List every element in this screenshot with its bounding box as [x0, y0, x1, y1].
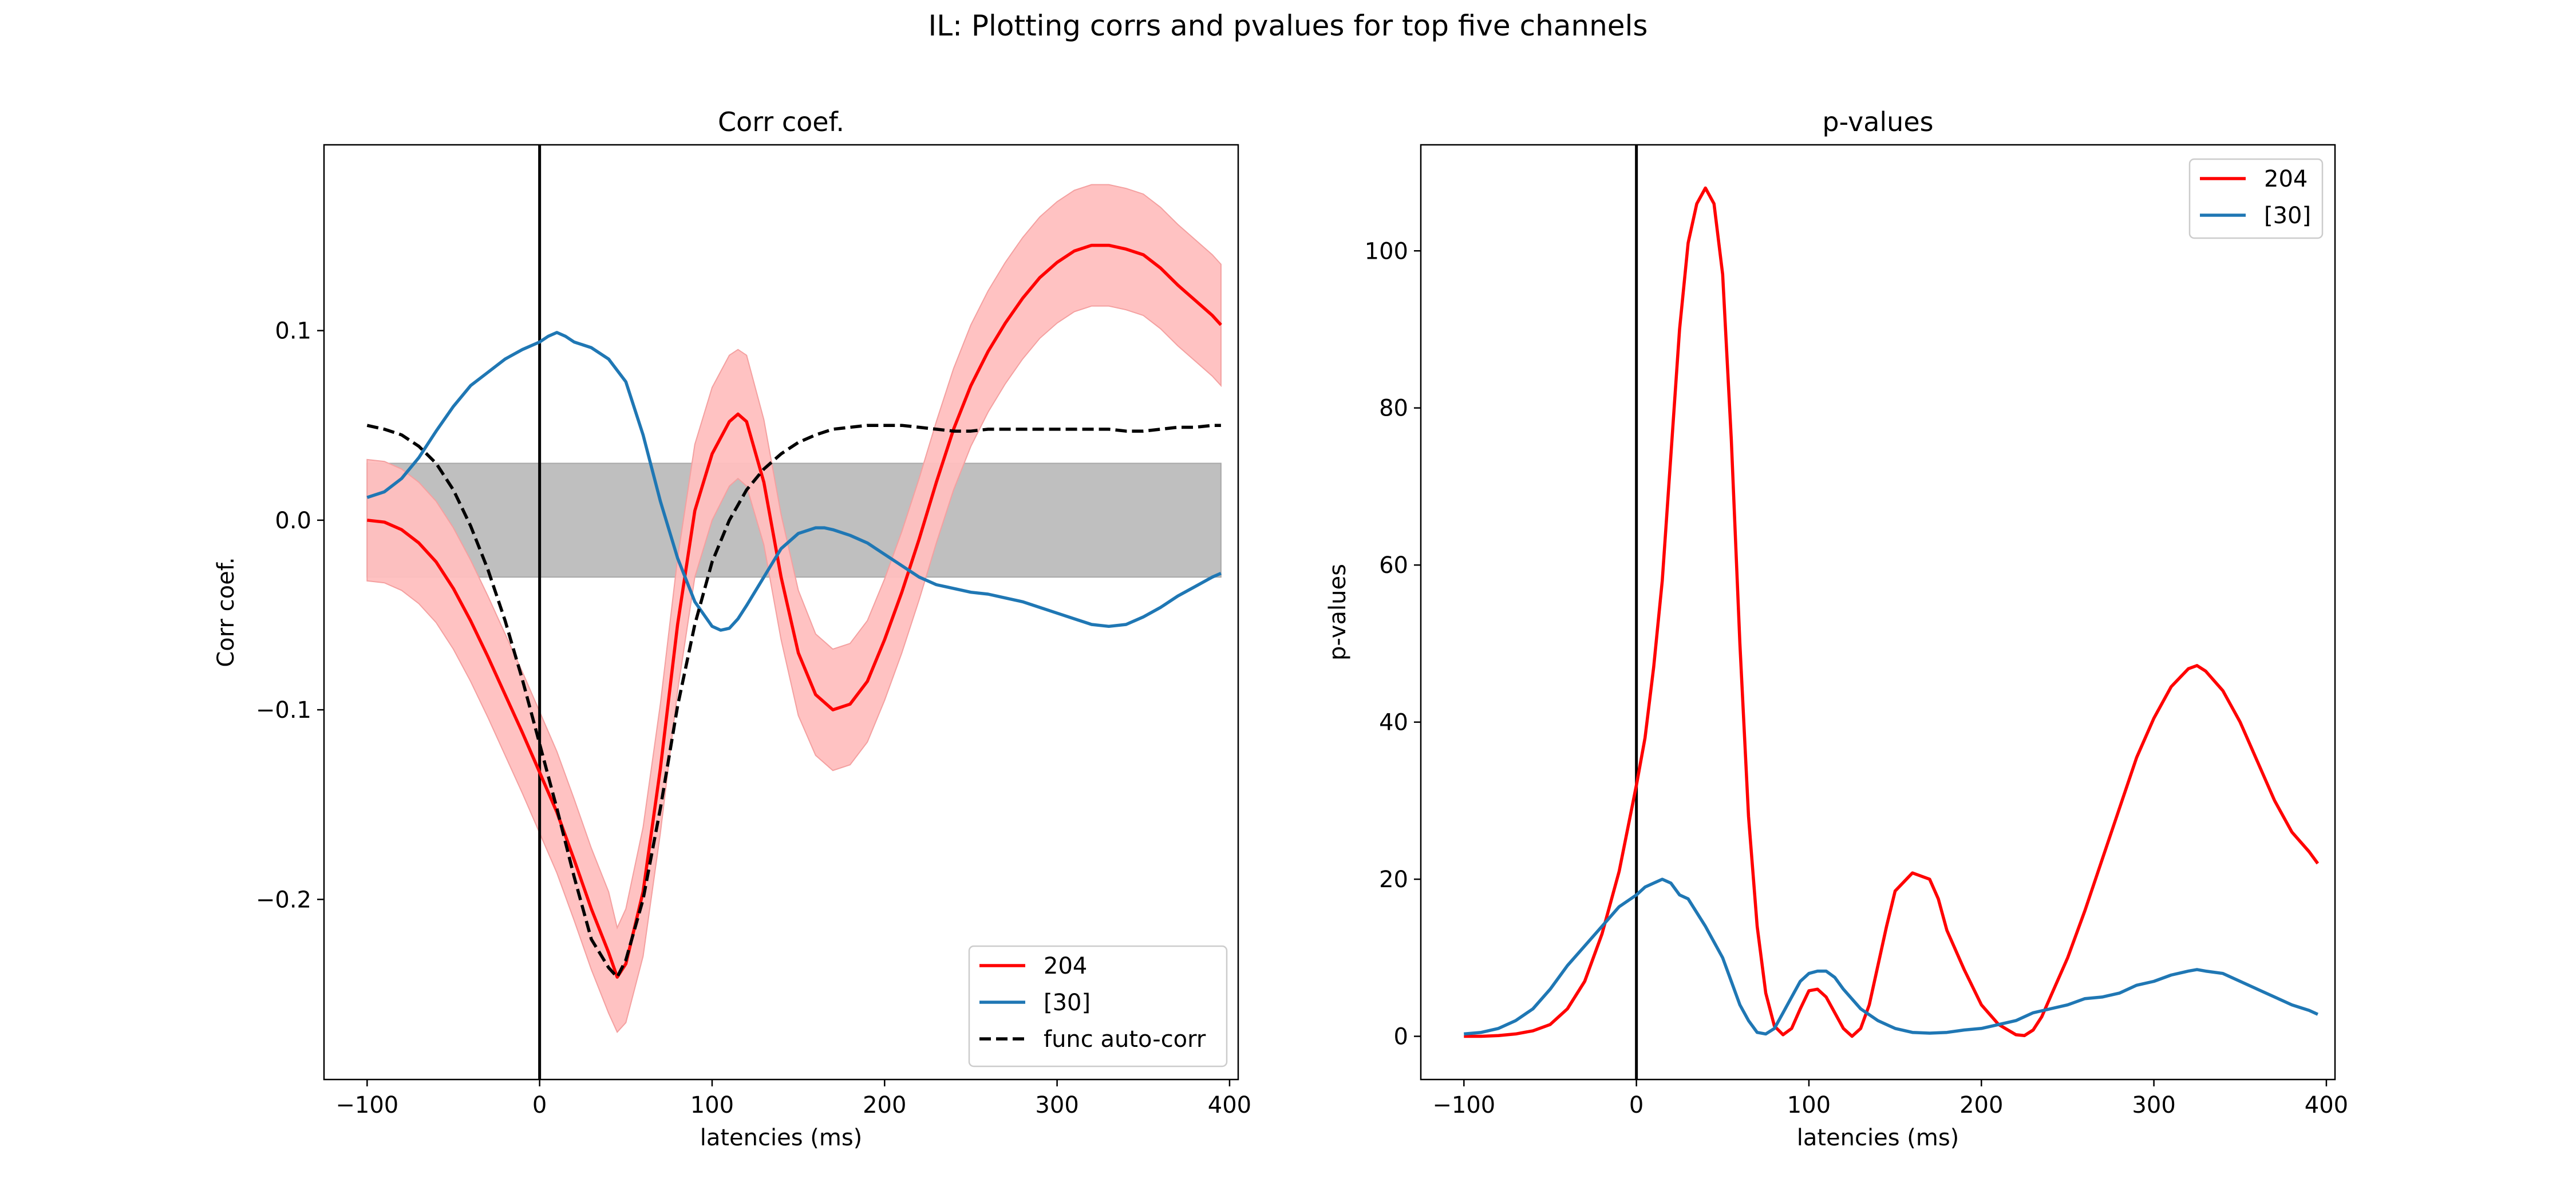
figure-suptitle: IL: Plotting corrs and pvalues for top f…	[929, 9, 1648, 42]
x-tick-label: 200	[863, 1092, 906, 1118]
y-tick-label: 20	[1379, 867, 1408, 893]
x-tick-label: 100	[1787, 1092, 1831, 1118]
axes-title: p-values	[1822, 106, 1933, 137]
legend-entry-label: func auto-corr	[1044, 1026, 1206, 1053]
axes-frame	[323, 144, 1239, 1081]
p-values-panel: −100 0 100 200 300 400 0 20 40 60 80 100 p-values lat…	[1325, 106, 2348, 1151]
plot-area	[1464, 145, 2320, 1080]
legend: 204 [30]	[2188, 158, 2324, 239]
y-tick-label: −0.1	[256, 697, 311, 723]
y-tick-label: −0.2	[256, 887, 311, 913]
y-tick-label: 80	[1379, 396, 1408, 422]
x-tick-label: 0	[1629, 1092, 1643, 1118]
x-axis-label: latencies (ms)	[700, 1125, 863, 1151]
series-line-204	[1464, 186, 2320, 1038]
y-tick-label: 0.0	[275, 508, 311, 534]
y-tick-label: 60	[1379, 552, 1408, 579]
legend-entry-label: 204	[2264, 166, 2308, 192]
x-tick-label: 0	[532, 1092, 547, 1118]
axes-title: Corr coef.	[718, 106, 844, 137]
plot-area	[366, 145, 1222, 1080]
x-tick-label: 100	[690, 1092, 734, 1118]
x-tick-label: 200	[1959, 1092, 2003, 1118]
series-line-30	[1464, 877, 2319, 1036]
x-tick-label: 400	[1208, 1092, 1251, 1118]
legend-entry-label: [30]	[2264, 203, 2311, 229]
x-tick-label: 300	[2132, 1092, 2175, 1118]
y-tick-label: 0	[1394, 1024, 1408, 1050]
legend: 204 [30] func auto-corr	[968, 945, 1228, 1067]
axes-frame	[1420, 144, 2336, 1081]
series-band-204	[366, 184, 1222, 1033]
series-line-204	[366, 243, 1222, 979]
x-tick-label: −100	[1432, 1092, 1495, 1118]
series-line-func-auto-corr	[366, 424, 1221, 979]
x-tick-label: 300	[1035, 1092, 1078, 1118]
legend-entry-label: 204	[1044, 953, 1087, 979]
y-tick-label: 100	[1365, 238, 1408, 264]
y-tick-label: 0.1	[275, 318, 311, 345]
series-line-30	[366, 331, 1222, 632]
x-tick-label: 400	[2305, 1092, 2348, 1118]
y-tick-label: 40	[1379, 710, 1408, 736]
null-distribution-band	[366, 462, 1222, 578]
legend-box	[968, 945, 1228, 1067]
y-axis-label: Corr coef.	[213, 557, 239, 667]
x-tick-label: −100	[335, 1092, 398, 1118]
corr-coef-panel: −100 0 100 200 300 400 −0.2 −0.1 0.0 0.1 Corr coef…	[213, 106, 1251, 1151]
y-axis-label: p-values	[1325, 564, 1351, 661]
legend-entry-label: [30]	[1044, 990, 1091, 1016]
x-axis-label: latencies (ms)	[1797, 1125, 1959, 1151]
